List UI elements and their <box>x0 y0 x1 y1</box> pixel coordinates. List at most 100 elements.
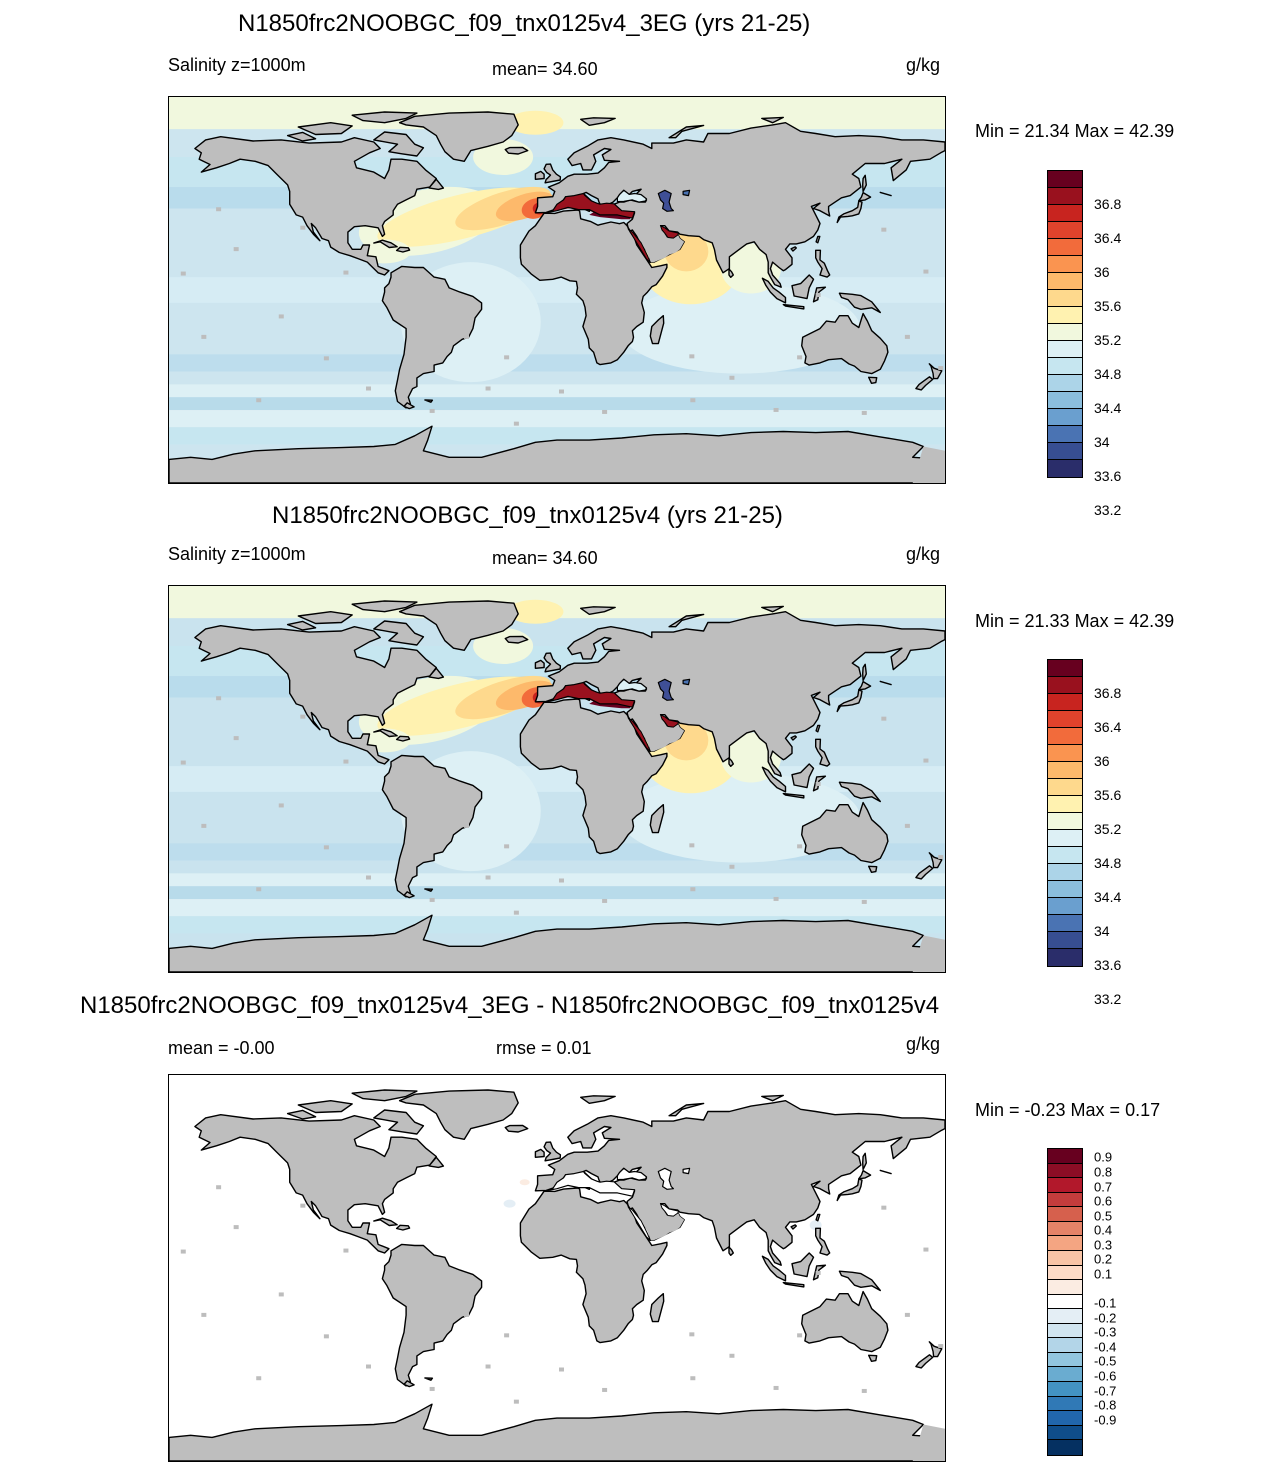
missing-cell <box>323 1334 329 1339</box>
med-sea-water <box>545 1170 636 1197</box>
panel-title: N1850frc2NOOBGC_f09_tnx0125v4_3EG - N185… <box>80 992 940 1019</box>
colorbar-swatch <box>1048 1425 1082 1441</box>
colorbar-tick-label: 35.2 <box>1094 821 1122 837</box>
colorbar-swatch <box>1048 1309 1082 1324</box>
colorbar-tick-label: 0.6 <box>1094 1193 1113 1209</box>
land-tasmania <box>868 376 878 384</box>
colorbar-swatch <box>1048 256 1082 273</box>
missing-cell <box>464 334 469 339</box>
land-hainan <box>790 1224 797 1230</box>
missing-cell <box>256 398 262 403</box>
land-arctic-is-1 <box>297 1100 353 1114</box>
missing-cell <box>464 823 469 828</box>
min-max-label: Min = 21.33 Max = 42.39 <box>975 611 1175 631</box>
inland-sea-1 <box>616 189 648 203</box>
mean-label: mean= 34.60 <box>492 548 598 568</box>
inland-sea-0 <box>657 678 674 701</box>
missing-cell <box>513 1399 519 1404</box>
land-java <box>782 303 805 310</box>
land-newfoundland <box>428 1156 445 1169</box>
land-sulawesi <box>812 286 827 303</box>
inland-sea-2 <box>682 189 691 197</box>
units-label: g/kg <box>906 544 941 564</box>
red-sea-water <box>627 228 651 264</box>
missing-cell <box>559 1367 564 1372</box>
mean-label: mean= 34.60 <box>492 59 598 79</box>
colorbar-swatch <box>1048 813 1082 830</box>
land-falklands <box>424 399 434 403</box>
land-north-america <box>194 1114 437 1254</box>
mean-label: mean = -0.00 <box>168 1038 275 1058</box>
land-greenland <box>398 1089 519 1141</box>
land-tierra <box>403 891 415 899</box>
panel-title: N1850frc2NOOBGC_f09_tnx0125v4 (yrs 21-25… <box>272 502 783 529</box>
land-baffin <box>373 620 425 646</box>
missing-cell <box>343 1248 349 1253</box>
colorbar-tick-label: -0.2 <box>1094 1310 1117 1326</box>
missing-cell <box>233 1225 239 1230</box>
inland-sea-1 <box>616 1167 648 1181</box>
colorbar-swatch <box>1048 1352 1082 1368</box>
colorbar-tick-label: 0.8 <box>1094 1164 1113 1180</box>
colorbar-swatch <box>1048 1280 1082 1295</box>
colorbar-swatch <box>1048 898 1082 915</box>
land-novaya-zemlya <box>668 124 705 139</box>
land-kamchatka-is <box>879 191 892 197</box>
land-arabia-gap <box>631 708 685 752</box>
land-arabia-gap <box>631 1197 685 1241</box>
missing-cell <box>797 355 803 360</box>
missing-cell <box>689 1332 695 1337</box>
salinity-map <box>168 96 946 484</box>
land-philippines <box>815 738 831 767</box>
land-hokkaido <box>858 191 872 202</box>
colorbar <box>1047 1148 1083 1456</box>
world-map <box>169 97 945 483</box>
missing-cell <box>797 1333 803 1338</box>
colorbar-tick-label: 33.6 <box>1094 468 1122 484</box>
colorbar-tick-label: -0.9 <box>1094 1412 1117 1428</box>
missing-cell <box>323 845 329 850</box>
land-madagascar <box>649 803 665 834</box>
missing-cell <box>216 207 222 212</box>
land-antarctica <box>169 1403 945 1461</box>
land-greenland <box>398 111 519 163</box>
colorbar-tick-label: 35.2 <box>1094 332 1122 348</box>
land-svalbard <box>580 606 616 615</box>
land-sulawesi <box>812 775 827 792</box>
land-greenland <box>398 600 519 652</box>
land-baffin <box>373 131 425 157</box>
colorbar-swatch <box>1048 1323 1082 1339</box>
land-kamchatka-is <box>879 1169 892 1175</box>
land-cuba <box>373 1217 398 1227</box>
colorbar-tick-label: -0.8 <box>1094 1397 1117 1413</box>
land-north-america <box>194 136 437 276</box>
land-ireland <box>534 659 545 670</box>
colorbar-tick-label: 34 <box>1094 434 1110 450</box>
colorbar-swatch <box>1048 864 1082 881</box>
min-max-label: Min = -0.23 Max = 0.17 <box>975 1100 1161 1120</box>
land-new-zealand-n <box>928 363 943 380</box>
missing-cell <box>938 366 944 371</box>
missing-cell <box>201 1312 207 1317</box>
missing-cell <box>300 714 306 719</box>
missing-cell <box>861 899 867 904</box>
land-severnaya <box>761 1094 784 1102</box>
colorbar-swatch <box>1048 239 1082 256</box>
colorbar-swatch <box>1048 426 1082 443</box>
colorbar-swatch <box>1048 443 1082 460</box>
land-kamchatka-is <box>879 680 892 686</box>
colorbar-swatch <box>1048 1411 1082 1426</box>
land-africa <box>519 698 668 855</box>
colorbar-tick-label: 0.2 <box>1094 1251 1113 1267</box>
land-japan <box>836 200 863 224</box>
land-britain <box>543 163 562 184</box>
land-ireland <box>534 170 545 181</box>
missing-cell <box>861 1388 867 1393</box>
colorbar-swatch <box>1048 188 1082 205</box>
colorbar-swatch <box>1048 1250 1082 1266</box>
missing-cell <box>689 843 695 848</box>
persian-gulf-water <box>660 714 680 728</box>
missing-cell <box>366 1364 371 1369</box>
colorbar-swatch <box>1048 171 1082 188</box>
missing-cell <box>602 409 608 414</box>
